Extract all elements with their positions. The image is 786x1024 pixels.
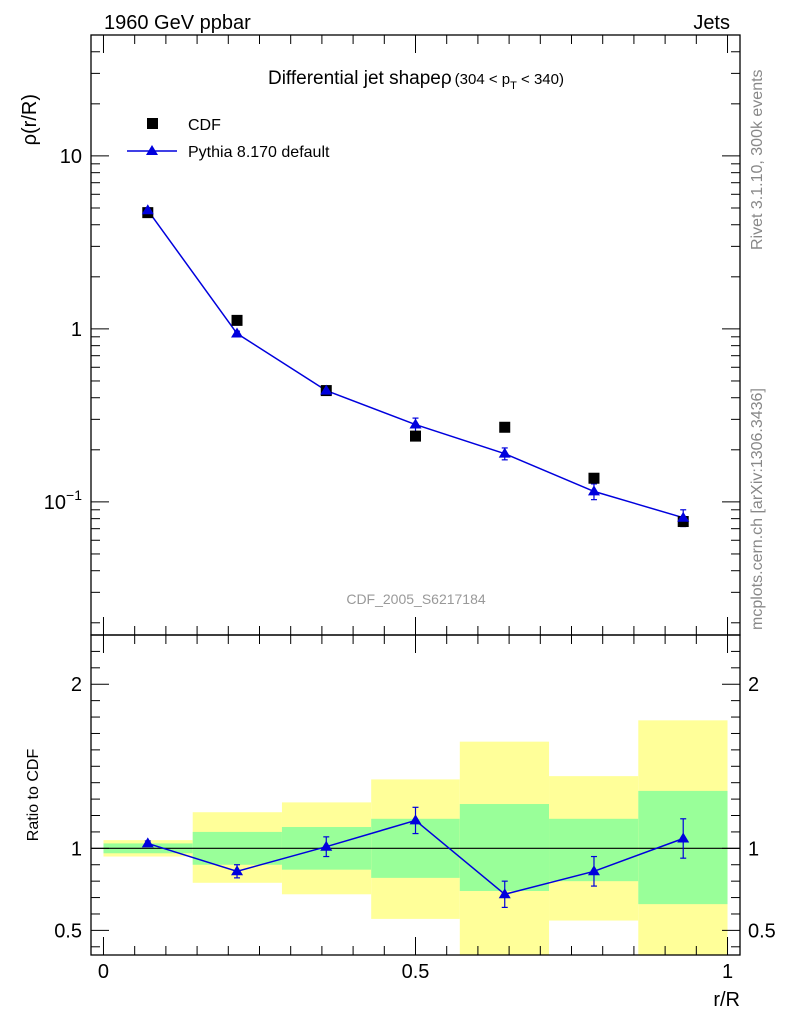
legend-cdf-label: CDF	[188, 117, 221, 134]
header-right-label: Jets	[693, 12, 730, 34]
main-title: Differential jet shapeρ (304 < pT < 340)	[268, 68, 564, 92]
ratio-y-tick-label-right: 0.5	[748, 920, 776, 942]
main-y-tick-label: 10−1	[44, 487, 82, 514]
main-axes: 10 1 10−1	[44, 34, 740, 635]
ratio-y-tick-label: 2	[71, 674, 82, 696]
pythia-point	[320, 384, 333, 395]
pythia-line	[147, 209, 684, 519]
cdf-point	[410, 430, 421, 442]
pythia-point	[141, 204, 154, 215]
cdf-point	[231, 314, 243, 326]
title-range-suffix: < 340)	[517, 71, 564, 88]
title-range-prefix: (304 < p	[455, 71, 510, 88]
main-y-axis-label: ρ(r/R)	[19, 94, 41, 145]
cdf-point	[499, 421, 511, 433]
legend: CDF Pythia 8.170 default	[127, 117, 330, 161]
x-tick-label: 1	[722, 961, 733, 983]
pythia-point	[498, 447, 511, 458]
ratio-marks	[91, 806, 740, 909]
x-tick-label: 0.5	[402, 961, 430, 983]
ratio-point	[498, 888, 511, 899]
ratio-panel: 0.5 0.5 1 1 2 2 0 0.5 1 Ratio to CDF r/R	[25, 634, 776, 1011]
analysis-id-label: CDF_2005_S6217184	[346, 591, 486, 607]
ratio-point	[141, 837, 154, 848]
header-left-label: 1960 GeV ppbar	[104, 12, 251, 34]
legend-pythia-marker	[146, 145, 158, 155]
pythia-point	[677, 511, 690, 522]
ratio-y-tick-label-right: 1	[748, 838, 759, 860]
cdf-point	[588, 472, 600, 484]
x-tick-label: 0	[98, 961, 109, 983]
mcplots-label: mcplots.cern.ch [arXiv:1306.3436]	[749, 388, 766, 630]
legend-pythia-label: Pythia 8.170 default	[188, 144, 330, 161]
ratio-point	[231, 865, 244, 876]
ratio-axes: 0.5 0.5 1 1 2 2 0 0.5 1	[54, 635, 776, 983]
title-range-sub: T	[510, 80, 517, 92]
pythia-point	[231, 327, 244, 338]
ratio-y-tick-label-right: 2	[748, 674, 759, 696]
title-symbol: ρ	[441, 68, 452, 89]
legend-cdf-marker	[147, 118, 158, 129]
ratio-bands	[103, 720, 728, 955]
main-y-tick-label: 10	[60, 146, 82, 168]
rivet-version-label: Rivet 3.1.10, 300k events	[749, 69, 766, 250]
main-panel: 10 1 10−1 Differential jet shapeρ (304 < pT…	[19, 34, 741, 636]
ratio-point	[320, 840, 333, 851]
title-main-text: Differential jet shape	[268, 68, 441, 89]
ratio-y-tick-label: 0.5	[54, 920, 82, 942]
ratio-point	[409, 814, 422, 825]
inner-uncertainty-band	[459, 804, 550, 891]
pythia-point	[587, 485, 600, 496]
ratio-y-axis-label: Ratio to CDF	[25, 749, 42, 842]
x-axis-label: r/R	[713, 989, 740, 1011]
ratio-point	[677, 832, 690, 843]
main-marks	[141, 204, 690, 528]
main-y-tick-label: 1	[71, 319, 82, 341]
ratio-y-tick-label: 1	[71, 838, 82, 860]
ratio-point	[587, 865, 600, 876]
ratio-frame	[90, 634, 741, 956]
pythia-point	[409, 418, 422, 429]
